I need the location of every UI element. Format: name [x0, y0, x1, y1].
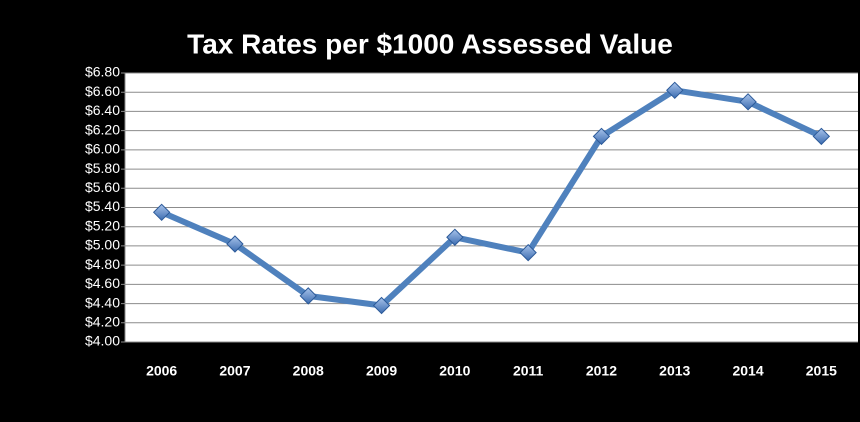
y-tick-label: $5.40 — [85, 198, 120, 214]
marker — [666, 81, 684, 100]
y-tick-label: $6.80 — [85, 64, 120, 80]
y-tick-label: $5.60 — [85, 179, 120, 195]
chart-title: Tax Rates per $1000 Assessed Value — [187, 28, 673, 59]
x-tick-label: 2011 — [513, 363, 544, 379]
marker — [592, 127, 611, 146]
x-tick-label: 2014 — [732, 363, 763, 379]
x-tick-label: 2012 — [586, 363, 617, 379]
x-tick-label: 2010 — [439, 363, 470, 379]
x-tick-label: 2009 — [366, 363, 397, 379]
y-tick-label: $4.00 — [85, 333, 120, 349]
y-tick-label: $4.20 — [85, 313, 120, 329]
marker — [372, 296, 391, 315]
line — [160, 87, 823, 309]
x-tick-label: 2015 — [806, 363, 837, 379]
marker — [739, 93, 757, 111]
y-tick-label: $6.20 — [85, 121, 120, 137]
x-tick-label: 2006 — [146, 363, 177, 379]
x-tick-label: 2007 — [219, 363, 250, 379]
y-tick-label: $4.60 — [85, 275, 120, 291]
y-tick-label: $6.60 — [85, 83, 120, 99]
y-tick-label: $6.00 — [85, 141, 120, 157]
y-tick-label: $5.00 — [85, 237, 120, 253]
y-tick-label: $6.40 — [85, 102, 120, 118]
x-tick-label: 2008 — [293, 363, 324, 379]
marker — [519, 243, 537, 262]
x-tick-label: 2013 — [659, 363, 690, 379]
y-tick-label: $4.80 — [85, 256, 120, 272]
y-tick-label: $4.40 — [85, 294, 120, 310]
marker — [152, 203, 171, 222]
marker — [446, 228, 464, 246]
y-tick-label: $5.80 — [85, 160, 120, 176]
y-tick-label: $5.20 — [85, 217, 120, 233]
marker — [812, 127, 831, 146]
marker — [299, 287, 317, 305]
marker — [226, 235, 244, 253]
